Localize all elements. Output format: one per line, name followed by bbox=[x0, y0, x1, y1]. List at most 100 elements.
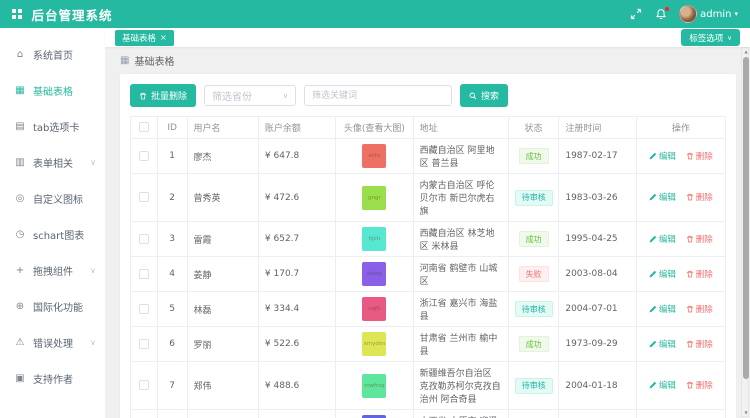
table-toolbar: 批量删除 筛选省份 ∨ 搜索 bbox=[130, 84, 726, 107]
app-logo-icon bbox=[12, 9, 22, 19]
table-icon: ▦ bbox=[15, 84, 25, 96]
keyword-filter-input[interactable] bbox=[304, 85, 453, 106]
delete-button[interactable]: 删除 bbox=[686, 303, 713, 315]
row-checkbox[interactable] bbox=[138, 303, 149, 314]
trash-icon bbox=[686, 235, 693, 242]
cell-username: 姜静 bbox=[186, 256, 259, 292]
cell-register-date: 1991-09-26 bbox=[558, 409, 637, 418]
user-name: admin bbox=[700, 8, 732, 20]
sidebar-item-5[interactable]: ◷ schart图表 bbox=[0, 216, 105, 252]
cell-address: 新疆维吾尔自治区 克孜勒苏柯尔克孜自治州 阿合奇县 bbox=[412, 361, 509, 410]
cell-balance: ¥ 170.7 bbox=[257, 256, 337, 292]
edit-button[interactable]: 编辑 bbox=[649, 303, 676, 315]
scrollbar-down-arrow[interactable]: ▼ bbox=[744, 410, 748, 415]
scrollbar-thumb[interactable] bbox=[742, 57, 749, 379]
cell-id: 5 bbox=[156, 291, 188, 327]
home-icon: ⌂ bbox=[16, 48, 24, 60]
cell-username: 罗丽 bbox=[186, 326, 259, 362]
table-header-row: ID 用户名 账户余额 头像(查看大图) 地址 状态 注册时间 操作 bbox=[130, 116, 727, 139]
column-header: ID bbox=[156, 116, 188, 139]
sidebar-item-4[interactable]: ◎ 自定义图标 bbox=[0, 180, 105, 216]
sidebar-item-label: 自定义图标 bbox=[33, 194, 83, 206]
cell-username: 廖杰 bbox=[186, 138, 259, 174]
edit-button[interactable]: 编辑 bbox=[649, 233, 676, 245]
status-badge: 待审核 bbox=[514, 301, 553, 317]
chevron-down-icon: ∨ bbox=[90, 157, 96, 167]
edit-button[interactable]: 编辑 bbox=[649, 338, 676, 350]
cell-id: 1 bbox=[156, 138, 188, 174]
cell-address: 内蒙古自治区 呼伦贝尔市 新巴尔虎右旗 bbox=[412, 173, 509, 222]
sidebar-item-7[interactable]: ⊕ 国际化功能 bbox=[0, 288, 105, 324]
row-checkbox[interactable] bbox=[138, 150, 149, 161]
sidebar-item-2[interactable]: ▤ tab选项卡 bbox=[0, 108, 105, 144]
sidebar-item-label: schart图表 bbox=[33, 230, 85, 242]
sidebar-item-1[interactable]: ▦ 基础表格 bbox=[0, 72, 105, 108]
status-badge: 待审核 bbox=[514, 189, 553, 206]
search-button[interactable]: 搜索 bbox=[460, 84, 509, 107]
avatar-thumbnail[interactable]: ectx bbox=[362, 144, 387, 168]
notification-bell-icon[interactable] bbox=[654, 6, 670, 21]
status-badge: 成功 bbox=[518, 231, 549, 247]
trash-icon bbox=[140, 92, 146, 99]
fullscreen-icon[interactable] bbox=[629, 8, 642, 21]
sidebar-item-9[interactable]: ▣ 支持作者 bbox=[0, 360, 105, 396]
province-filter-select[interactable]: 筛选省份 ∨ bbox=[204, 85, 297, 106]
table-row: 1 廖杰 ¥ 647.8 ectx 西藏自治区 阿里地区 普兰县 成功 1987… bbox=[130, 138, 727, 174]
status-badge: 成功 bbox=[518, 148, 549, 164]
avatar-thumbnail[interactable]: chsfwsh bbox=[362, 415, 387, 418]
trash-icon bbox=[686, 340, 693, 347]
notification-dot bbox=[665, 6, 670, 11]
edit-button[interactable]: 编辑 bbox=[649, 379, 676, 391]
avatar-thumbnail[interactable]: gngr bbox=[362, 185, 387, 210]
avatar-thumbnail[interactable]: hjch bbox=[362, 227, 387, 251]
edit-button[interactable]: 编辑 bbox=[649, 191, 676, 203]
delete-button[interactable]: 删除 bbox=[686, 268, 713, 280]
avatar-thumbnail[interactable]: mwfrsq bbox=[362, 373, 387, 398]
trash-icon bbox=[686, 381, 693, 389]
sidebar-item-0[interactable]: ⌂ 系统首页 bbox=[0, 36, 105, 72]
chevron-down-icon: ▾ bbox=[734, 10, 738, 18]
chevron-down-icon: ∨ bbox=[282, 91, 289, 100]
breadcrumb-label: 基础表格 bbox=[134, 57, 175, 68]
top-header: 后台管理系统 admin ▾ bbox=[0, 0, 750, 28]
sidebar-item-label: tab选项卡 bbox=[33, 122, 80, 134]
table-row: 2 曾秀英 ¥ 472.6 gngr 内蒙古自治区 呼伦贝尔市 新巴尔虎右旗 待… bbox=[130, 173, 727, 222]
batch-delete-button[interactable]: 批量删除 bbox=[130, 84, 197, 107]
sidebar-item-label: 国际化功能 bbox=[33, 302, 83, 314]
avatar-thumbnail[interactable]: cqfh bbox=[362, 297, 387, 321]
row-checkbox[interactable] bbox=[138, 192, 149, 203]
cell-id: 4 bbox=[156, 256, 188, 292]
delete-button[interactable]: 删除 bbox=[686, 379, 713, 391]
row-checkbox[interactable] bbox=[138, 338, 149, 349]
select-all-checkbox[interactable] bbox=[138, 122, 149, 133]
user-menu[interactable]: admin ▾ bbox=[679, 5, 738, 23]
scrollbar-up-arrow[interactable]: ▲ bbox=[744, 49, 748, 54]
edit-icon bbox=[649, 235, 657, 242]
cell-balance: ¥ 652.7 bbox=[257, 221, 337, 257]
chevron-down-icon: ∨ bbox=[90, 265, 96, 275]
page-scrollbar[interactable]: ▲ ▼ bbox=[741, 47, 749, 417]
edit-icon bbox=[649, 270, 657, 277]
cell-username: 丁静 bbox=[186, 409, 259, 418]
delete-button[interactable]: 删除 bbox=[686, 338, 713, 350]
sidebar-item-3[interactable]: ▥ 表单相关 ∨ bbox=[0, 144, 105, 180]
delete-button[interactable]: 删除 bbox=[686, 233, 713, 245]
i18n-icon: ⊕ bbox=[15, 300, 25, 312]
sidebar-item-8[interactable]: ⚠ 错误处理 ∨ bbox=[0, 324, 105, 360]
edit-button[interactable]: 编辑 bbox=[649, 150, 676, 162]
user-avatar[interactable] bbox=[679, 5, 698, 23]
row-checkbox[interactable] bbox=[138, 268, 149, 279]
avatar-thumbnail[interactable]: sfeep bbox=[362, 262, 387, 286]
avatar-thumbnail[interactable]: xmydsn bbox=[362, 332, 387, 356]
row-checkbox[interactable] bbox=[138, 380, 149, 391]
delete-button[interactable]: 删除 bbox=[686, 150, 713, 162]
delete-button[interactable]: 删除 bbox=[686, 191, 713, 203]
cell-register-date: 1973-09-29 bbox=[558, 326, 637, 362]
row-checkbox[interactable] bbox=[138, 233, 149, 244]
edit-button[interactable]: 编辑 bbox=[649, 268, 676, 280]
tag-options-button[interactable]: 标签选项 ∨ bbox=[681, 29, 740, 46]
tab-basic-table[interactable]: 基础表格 × bbox=[115, 29, 174, 46]
cell-register-date: 2004-01-18 bbox=[558, 361, 637, 410]
close-icon[interactable]: × bbox=[160, 33, 167, 42]
sidebar-item-6[interactable]: + 拖拽组件 ∨ bbox=[0, 252, 105, 288]
